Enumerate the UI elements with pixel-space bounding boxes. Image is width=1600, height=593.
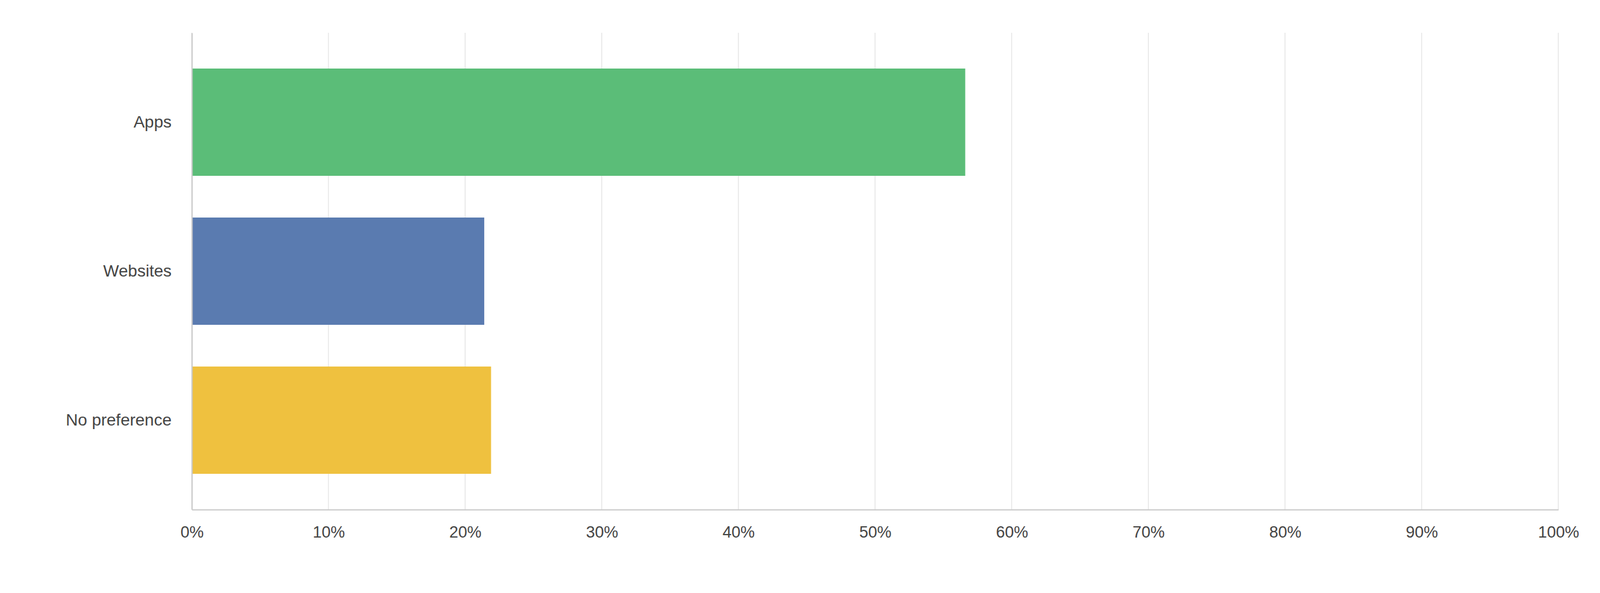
tick: 20% (449, 509, 482, 541)
tick: 10% (312, 509, 345, 541)
axis-line (191, 33, 194, 510)
tick: Websites (103, 261, 192, 280)
tick: 40% (722, 509, 755, 541)
tick-label: 60% (995, 523, 1029, 541)
tick: Apps (133, 112, 192, 132)
tick-label: 50% (858, 523, 892, 541)
grid (191, 32, 1559, 510)
tick-label: 90% (1405, 523, 1438, 541)
bar (191, 366, 491, 474)
tick: 90% (1405, 509, 1438, 541)
grid-line (1421, 32, 1423, 510)
tick-label: 0% (180, 523, 204, 541)
tick-label: 20% (449, 523, 482, 541)
tick: 30% (586, 509, 619, 541)
bar (191, 68, 966, 176)
bars (191, 68, 966, 474)
bar (191, 217, 485, 325)
grid-line (1557, 32, 1559, 510)
tick-label: 40% (722, 523, 755, 541)
tick: 0% (180, 509, 204, 541)
tick: 70% (1132, 509, 1165, 541)
category-label: Websites (103, 261, 172, 280)
tick-label: 100% (1538, 523, 1580, 541)
tick: 50% (858, 509, 892, 541)
tick: 100% (1538, 509, 1580, 541)
tick: 60% (995, 509, 1029, 541)
grid-line (191, 32, 193, 510)
tick-label: 30% (586, 523, 619, 541)
grid-line (1284, 32, 1286, 510)
chart: 0% 10% 20% 30% 40% 50% 60% 70% 80% 90% 100% Apps Web… (0, 0, 1600, 593)
category-label: No preference (66, 410, 172, 429)
grid-line (1011, 32, 1013, 510)
grid-line (1147, 32, 1150, 510)
x-axis: 0% 10% 20% 30% 40% 50% 60% 70% 80% 90% 100% (180, 509, 1580, 541)
y-axis: Apps Websites No preference (66, 33, 193, 510)
category-label: Apps (133, 112, 172, 132)
axis-line (192, 509, 1559, 511)
tick: No preference (66, 410, 192, 429)
tick-label: 80% (1269, 523, 1302, 541)
tick: 80% (1269, 509, 1302, 541)
plot: 0% 10% 20% 30% 40% 50% 60% 70% 80% 90% 100% Apps Web… (66, 32, 1580, 541)
tick-label: 70% (1132, 523, 1165, 541)
tick-label: 10% (312, 523, 345, 541)
